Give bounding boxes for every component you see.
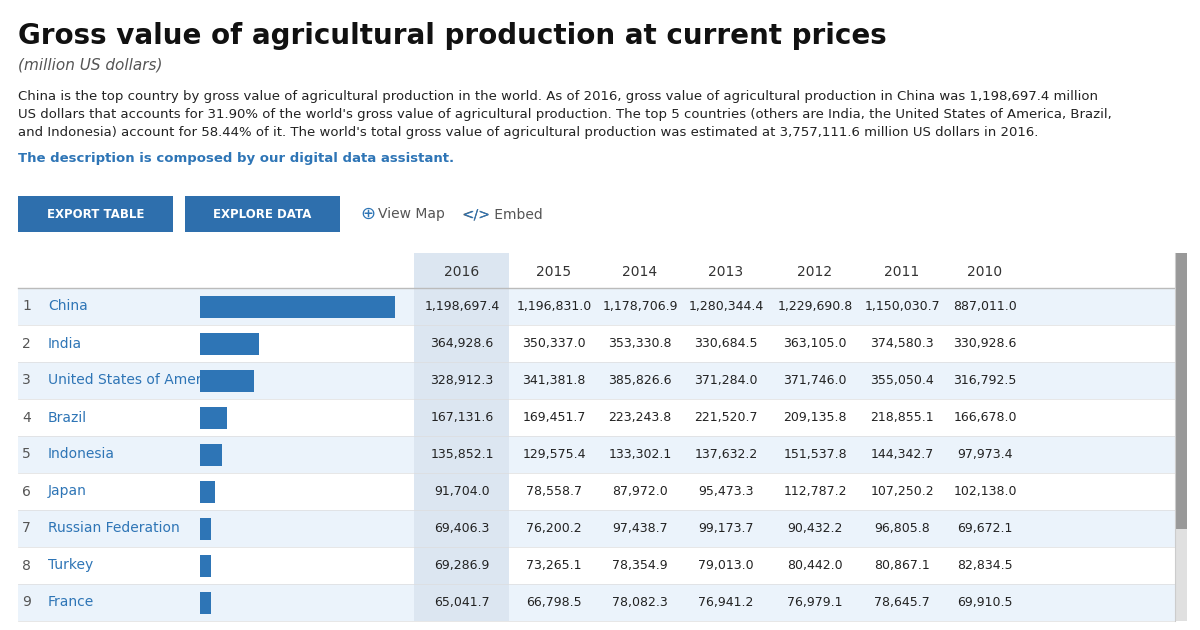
Text: 78,354.9: 78,354.9 — [612, 559, 668, 572]
Text: 151,537.8: 151,537.8 — [784, 448, 847, 461]
Text: 78,645.7: 78,645.7 — [874, 596, 930, 609]
Text: 107,250.2: 107,250.2 — [870, 485, 934, 498]
FancyBboxPatch shape — [18, 196, 173, 232]
Text: 3: 3 — [22, 374, 31, 387]
Text: EXPLORE DATA: EXPLORE DATA — [214, 209, 312, 222]
Text: 2012: 2012 — [798, 265, 833, 278]
Text: 91,704.0: 91,704.0 — [434, 485, 490, 498]
Text: 2015: 2015 — [536, 265, 571, 278]
Text: 2013: 2013 — [708, 265, 744, 278]
Text: 2014: 2014 — [623, 265, 658, 278]
FancyBboxPatch shape — [414, 288, 509, 325]
FancyBboxPatch shape — [414, 362, 509, 399]
Text: 9: 9 — [22, 595, 31, 609]
Text: 223,243.8: 223,243.8 — [608, 411, 672, 424]
FancyBboxPatch shape — [18, 436, 1175, 473]
Text: 166,678.0: 166,678.0 — [953, 411, 1016, 424]
Text: 350,337.0: 350,337.0 — [522, 337, 586, 350]
Text: 209,135.8: 209,135.8 — [784, 411, 847, 424]
Text: 353,330.8: 353,330.8 — [608, 337, 672, 350]
Text: Japan: Japan — [48, 484, 86, 498]
Text: 7: 7 — [22, 522, 31, 536]
FancyBboxPatch shape — [200, 481, 215, 503]
Text: 1,178,706.9: 1,178,706.9 — [602, 300, 678, 313]
Text: 69,672.1: 69,672.1 — [958, 522, 1013, 535]
Text: 221,520.7: 221,520.7 — [695, 411, 757, 424]
Text: 371,746.0: 371,746.0 — [784, 374, 847, 387]
Text: 102,138.0: 102,138.0 — [953, 485, 1016, 498]
Text: 133,302.1: 133,302.1 — [608, 448, 672, 461]
Text: China is the top country by gross value of agricultural production in the world.: China is the top country by gross value … — [18, 90, 1098, 103]
FancyBboxPatch shape — [200, 554, 211, 576]
Text: Brazil: Brazil — [48, 411, 88, 425]
FancyBboxPatch shape — [18, 510, 1175, 547]
Text: 144,342.7: 144,342.7 — [870, 448, 934, 461]
Text: 80,867.1: 80,867.1 — [874, 559, 930, 572]
Text: 80,442.0: 80,442.0 — [787, 559, 842, 572]
Text: and Indonesia) account for 58.44% of it. The world's total gross value of agricu: and Indonesia) account for 58.44% of it.… — [18, 126, 1038, 139]
Text: 1,196,831.0: 1,196,831.0 — [516, 300, 592, 313]
Text: 1: 1 — [22, 299, 31, 314]
Text: </>: </> — [462, 207, 490, 221]
Text: 90,432.2: 90,432.2 — [787, 522, 842, 535]
FancyBboxPatch shape — [414, 253, 509, 621]
Text: 218,855.1: 218,855.1 — [870, 411, 934, 424]
Text: 97,438.7: 97,438.7 — [612, 522, 668, 535]
FancyBboxPatch shape — [1175, 253, 1187, 529]
Text: 137,632.2: 137,632.2 — [695, 448, 757, 461]
FancyBboxPatch shape — [414, 325, 509, 362]
Text: 97,973.4: 97,973.4 — [958, 448, 1013, 461]
Text: 69,286.9: 69,286.9 — [434, 559, 490, 572]
Text: </> Embed: </> Embed — [462, 207, 542, 221]
Text: 328,912.3: 328,912.3 — [431, 374, 493, 387]
FancyBboxPatch shape — [18, 547, 1175, 584]
Text: 65,041.7: 65,041.7 — [434, 596, 490, 609]
Text: 69,406.3: 69,406.3 — [434, 522, 490, 535]
FancyBboxPatch shape — [200, 444, 222, 466]
FancyBboxPatch shape — [18, 362, 1175, 399]
Text: 135,852.1: 135,852.1 — [431, 448, 493, 461]
FancyBboxPatch shape — [200, 592, 210, 614]
Text: 355,050.4: 355,050.4 — [870, 374, 934, 387]
Text: 1,280,344.4: 1,280,344.4 — [689, 300, 763, 313]
Text: View Map: View Map — [378, 207, 445, 221]
FancyBboxPatch shape — [200, 406, 227, 428]
Text: China: China — [48, 299, 88, 314]
FancyBboxPatch shape — [414, 547, 509, 584]
Text: 129,575.4: 129,575.4 — [522, 448, 586, 461]
Text: 78,082.3: 78,082.3 — [612, 596, 668, 609]
FancyBboxPatch shape — [414, 584, 509, 621]
Text: 316,792.5: 316,792.5 — [953, 374, 1016, 387]
Text: 8: 8 — [22, 559, 31, 573]
Text: The description is composed by our digital data assistant.: The description is composed by our digit… — [18, 152, 454, 165]
Text: 96,805.8: 96,805.8 — [874, 522, 930, 535]
Text: (million US dollars): (million US dollars) — [18, 58, 162, 73]
Text: 2: 2 — [22, 336, 31, 350]
FancyBboxPatch shape — [18, 288, 1175, 325]
FancyBboxPatch shape — [414, 473, 509, 510]
Text: 2016: 2016 — [444, 265, 480, 278]
FancyBboxPatch shape — [200, 295, 395, 318]
Text: 112,787.2: 112,787.2 — [784, 485, 847, 498]
Text: 1,198,697.4: 1,198,697.4 — [425, 300, 499, 313]
Text: 167,131.6: 167,131.6 — [431, 411, 493, 424]
FancyBboxPatch shape — [18, 473, 1175, 510]
FancyBboxPatch shape — [185, 196, 340, 232]
Text: 82,834.5: 82,834.5 — [958, 559, 1013, 572]
Text: 76,200.2: 76,200.2 — [526, 522, 582, 535]
Text: 99,173.7: 99,173.7 — [698, 522, 754, 535]
FancyBboxPatch shape — [18, 584, 1175, 621]
Text: 95,473.3: 95,473.3 — [698, 485, 754, 498]
Text: 1,229,690.8: 1,229,690.8 — [778, 300, 853, 313]
Text: 78,558.7: 78,558.7 — [526, 485, 582, 498]
Text: Russian Federation: Russian Federation — [48, 522, 180, 536]
FancyBboxPatch shape — [414, 399, 509, 436]
Text: 385,826.6: 385,826.6 — [608, 374, 672, 387]
Text: US dollars that accounts for 31.90% of the world's gross value of agricultural p: US dollars that accounts for 31.90% of t… — [18, 108, 1111, 121]
Text: 2010: 2010 — [967, 265, 1002, 278]
Text: 66,798.5: 66,798.5 — [526, 596, 582, 609]
Text: 87,972.0: 87,972.0 — [612, 485, 668, 498]
Text: 4: 4 — [22, 411, 31, 425]
FancyBboxPatch shape — [414, 436, 509, 473]
